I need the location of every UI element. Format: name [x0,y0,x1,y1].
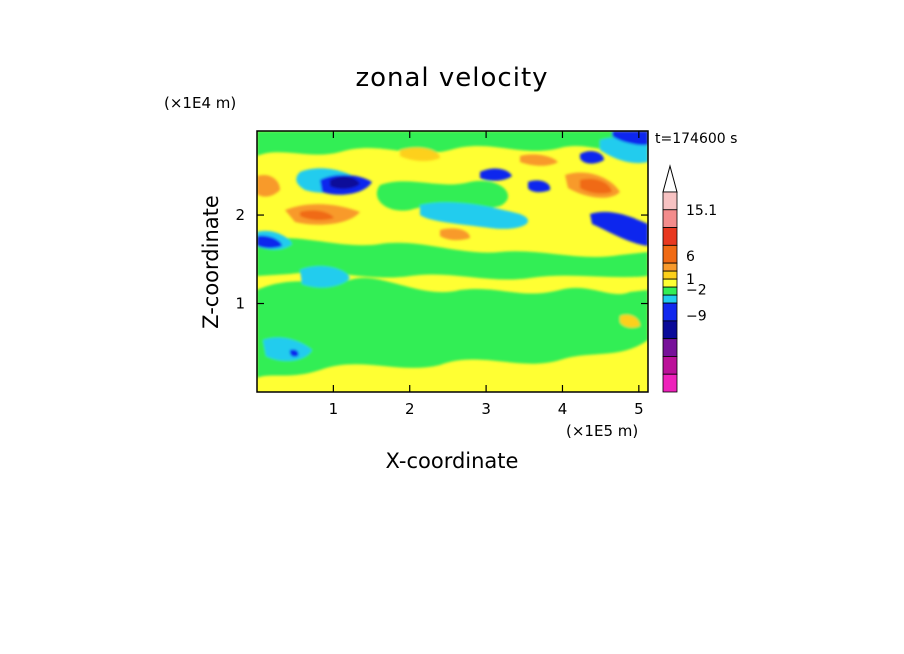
contour-region [590,211,648,246]
contour-region [257,131,648,156]
x-tick-label: 3 [481,400,491,418]
x-scale-label: (×1E5 m) [566,422,638,440]
colorbar-swatch [662,320,678,340]
y-tick-label: 2 [235,206,245,224]
y-scale-label: (×1E4 m) [164,94,236,112]
colorbar-label: 6 [686,249,695,265]
y-axis: 12 [235,206,648,313]
colorbar-swatch [662,338,678,357]
contour-region [580,151,604,164]
y-tick-label: 1 [235,295,245,313]
contour-region [580,178,612,194]
contour-region [257,237,648,280]
velocity-contours [257,131,648,378]
chart-title: zonal velocity [355,63,548,93]
colorbar-label: −2 [686,283,707,299]
contour-region [289,349,299,357]
colorbar-label: −9 [686,309,707,325]
colorbar-swatch [662,278,678,288]
contour-region [257,277,648,378]
contour-region [257,174,280,197]
x-axis: 1 2 3 4 5 [329,131,644,418]
colorbar-label: 1 [686,272,695,288]
contour-region [300,266,350,288]
x-tick-label: 2 [405,400,415,418]
contour-region [330,176,360,189]
colorbar-swatch [662,356,678,375]
colorbar-swatch [662,191,678,211]
contour-region [480,168,512,181]
colorbar-swatch [662,373,678,393]
colorbar-swatch [662,262,678,272]
x-tick-label: 4 [558,400,568,418]
time-label: t=174600 s [655,131,737,147]
contour-region [300,210,334,221]
colorbar-swatch [662,209,678,228]
x-axis-label: X-coordinate [386,449,519,473]
contour-region [257,235,282,249]
plot-area [257,131,648,392]
contour-region [620,314,640,328]
contour-region [420,202,529,229]
colorbar: 15.1 6 1−2 −9 [662,164,717,393]
colorbar-swatch [662,244,678,264]
colorbar-label: 15.1 [686,203,717,219]
contour-region [263,337,312,361]
colorbar-swatch [662,294,678,304]
contour-region [528,180,551,193]
contour-region [376,180,509,211]
contour-region [400,147,440,162]
colorbar-swatch [662,270,678,280]
contour-region [520,154,558,166]
colorbar-cap [662,164,678,193]
x-tick-label: 1 [329,400,339,418]
plot-frame [256,130,649,393]
y-axis-label: Z-coordinate [199,195,223,329]
x-tick-label: 5 [634,400,644,418]
colorbar-swatch [662,302,678,322]
colorbar-swatch [662,227,678,246]
colorbar-swatch [662,286,678,296]
contour-region [440,228,470,241]
